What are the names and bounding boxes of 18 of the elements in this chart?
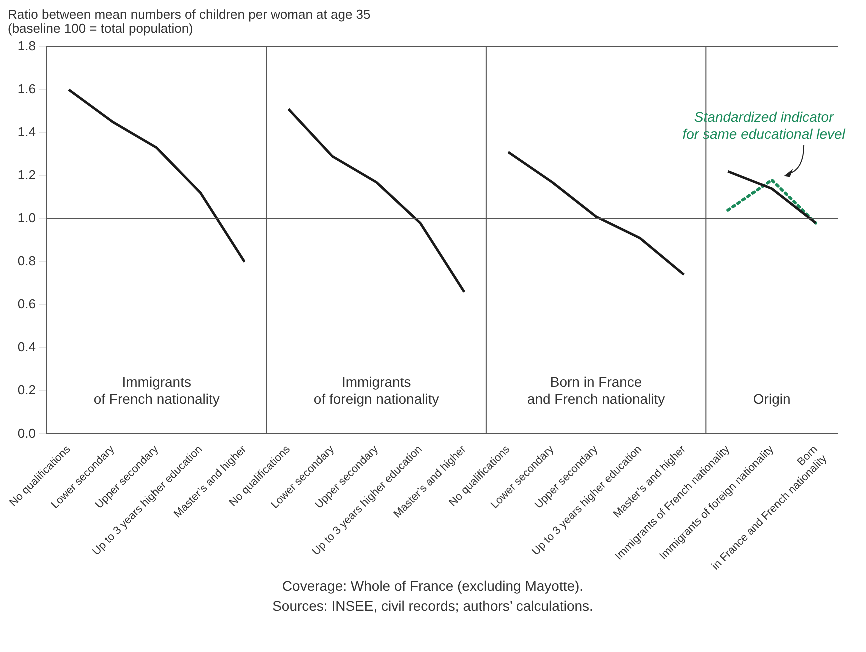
annotation: Immigrants of French nationality [94,374,220,407]
y-tick-label: 0.0 [18,426,36,441]
annotation: Born in France and French nationality [527,374,666,407]
y-tick-label: 1.4 [18,124,36,140]
source-note: Sources: INSEE, civil records; authors’ calculations. [272,597,594,616]
y-tick-label: 1.2 [18,168,36,183]
y-tick-label: 1.8 [18,38,36,54]
annotation: Origin [753,390,791,407]
y-tick-label: 0.8 [18,254,36,269]
y-tick-label: 0.2 [18,382,36,398]
y-tick-label: 1.6 [18,81,36,96]
y-tick-label: 0.4 [18,340,36,355]
chart-title: Ratio between mean numbers of children per woman at age 35 [8,7,372,22]
text: Coverage: Whole of France (excluding Mayotte). [281,577,585,596]
y-tick-label: 1.0 [18,210,36,226]
chart-subtitle: (baseline 100 = total population) [8,21,194,36]
y-tick-label: 0.6 [18,296,36,312]
annotation: Immigrants of foreign nationality [314,374,440,407]
